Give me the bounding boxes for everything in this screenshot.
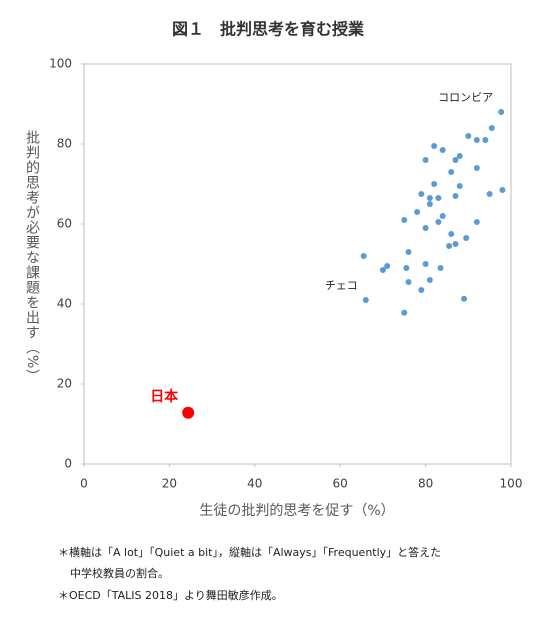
- point: [403, 265, 410, 271]
- point: [461, 295, 468, 302]
- y-tick-label: 0: [64, 457, 72, 471]
- point: [418, 287, 425, 293]
- point: [431, 143, 438, 149]
- point: [482, 137, 489, 143]
- note: 中学校教員の割合。: [70, 566, 169, 580]
- point: [426, 195, 433, 201]
- point-label: コロンビア: [438, 91, 493, 104]
- point: [488, 125, 495, 131]
- point: [473, 165, 480, 171]
- y-tick-label: 40: [57, 297, 72, 311]
- point: [422, 157, 429, 163]
- point: [426, 277, 433, 283]
- point: [384, 263, 391, 269]
- plot-frame: [83, 63, 512, 465]
- point: [414, 209, 421, 215]
- y-tick-label: 60: [57, 217, 72, 231]
- point: [439, 147, 446, 153]
- point-label: 日本: [150, 388, 179, 405]
- point: [422, 225, 429, 231]
- x-tick-label: 80: [418, 477, 433, 491]
- point: [362, 297, 369, 303]
- point: [426, 201, 433, 207]
- point: [486, 191, 493, 197]
- point: [452, 241, 459, 247]
- x-axis-label: 生徒の批判的思考を促す（%）: [199, 503, 394, 519]
- point: [405, 279, 412, 285]
- x-tick-label: 100: [500, 477, 523, 491]
- point: [452, 193, 459, 199]
- y-tick-label: 100: [49, 57, 72, 71]
- point: [379, 267, 386, 273]
- chart-title: 図１ 批判思考を育む授業: [172, 20, 365, 39]
- point: [435, 219, 442, 225]
- point: [435, 195, 442, 201]
- point: [439, 213, 446, 219]
- point: [360, 253, 367, 259]
- point: [498, 109, 505, 115]
- point: [499, 187, 506, 193]
- point: [465, 133, 472, 139]
- note: ＊横軸は「A lot」「Quiet a bit」，縦軸は「Always」「Fre…: [58, 545, 441, 559]
- y-tick-label: 80: [57, 137, 72, 151]
- point: [473, 219, 480, 225]
- point: [418, 191, 425, 197]
- point: [401, 217, 408, 223]
- y-axis-label: 批判的思考が必要な課題を出す（%）: [24, 130, 40, 384]
- point: [448, 169, 455, 175]
- note: ＊OECD「TALIS 2018」より舞田敏彦作成。: [58, 588, 283, 602]
- point: [431, 181, 438, 187]
- point: [456, 153, 463, 159]
- point: [405, 249, 412, 255]
- x-tick-label: 60: [333, 477, 348, 491]
- point: [437, 265, 444, 271]
- x-tick-label: 0: [80, 477, 88, 491]
- point: [456, 183, 463, 189]
- point: [401, 309, 408, 316]
- x-tick-label: 20: [162, 477, 177, 491]
- point: [463, 235, 470, 241]
- point: [452, 157, 459, 163]
- point: [446, 243, 453, 249]
- point: [473, 137, 480, 143]
- y-tick-label: 20: [57, 377, 72, 391]
- x-tick-label: 40: [247, 477, 262, 491]
- point: [448, 231, 455, 237]
- point: [182, 406, 195, 419]
- point-label: チェコ: [325, 279, 358, 292]
- point: [422, 261, 429, 267]
